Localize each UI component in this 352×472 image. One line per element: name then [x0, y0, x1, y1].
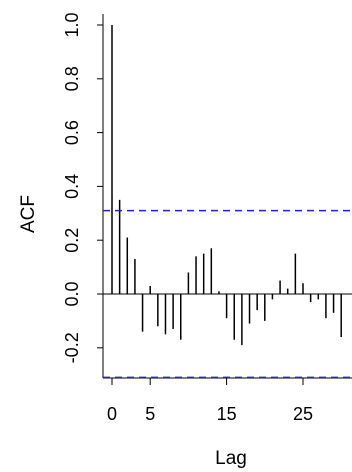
y-tick-label: 1.0 — [62, 12, 82, 37]
plot-area: 1.0 0.8 0.6 0.4 0.2 0.0 -0.2 0 5 15 25 — [62, 12, 352, 424]
acf-bars — [111, 25, 342, 346]
x-tick-label: 15 — [217, 404, 237, 424]
x-axis-ticks: 0 5 15 25 — [107, 378, 313, 424]
x-axis-title: Lag — [215, 448, 247, 469]
x-tick-label: 0 — [107, 404, 117, 424]
y-tick-label: 0.0 — [62, 281, 82, 306]
y-tick-label: 0.4 — [62, 174, 82, 199]
y-axis-title: ACF — [18, 195, 39, 233]
y-tick-label: 0.8 — [62, 66, 82, 91]
x-tick-label: 25 — [293, 404, 313, 424]
y-tick-label: 0.2 — [62, 228, 82, 253]
y-axis-ticks: 1.0 0.8 0.6 0.4 0.2 0.0 -0.2 — [62, 12, 103, 363]
x-tick-label: 5 — [145, 404, 155, 424]
y-tick-label: 0.6 — [62, 120, 82, 145]
y-tick-label: -0.2 — [62, 332, 82, 363]
